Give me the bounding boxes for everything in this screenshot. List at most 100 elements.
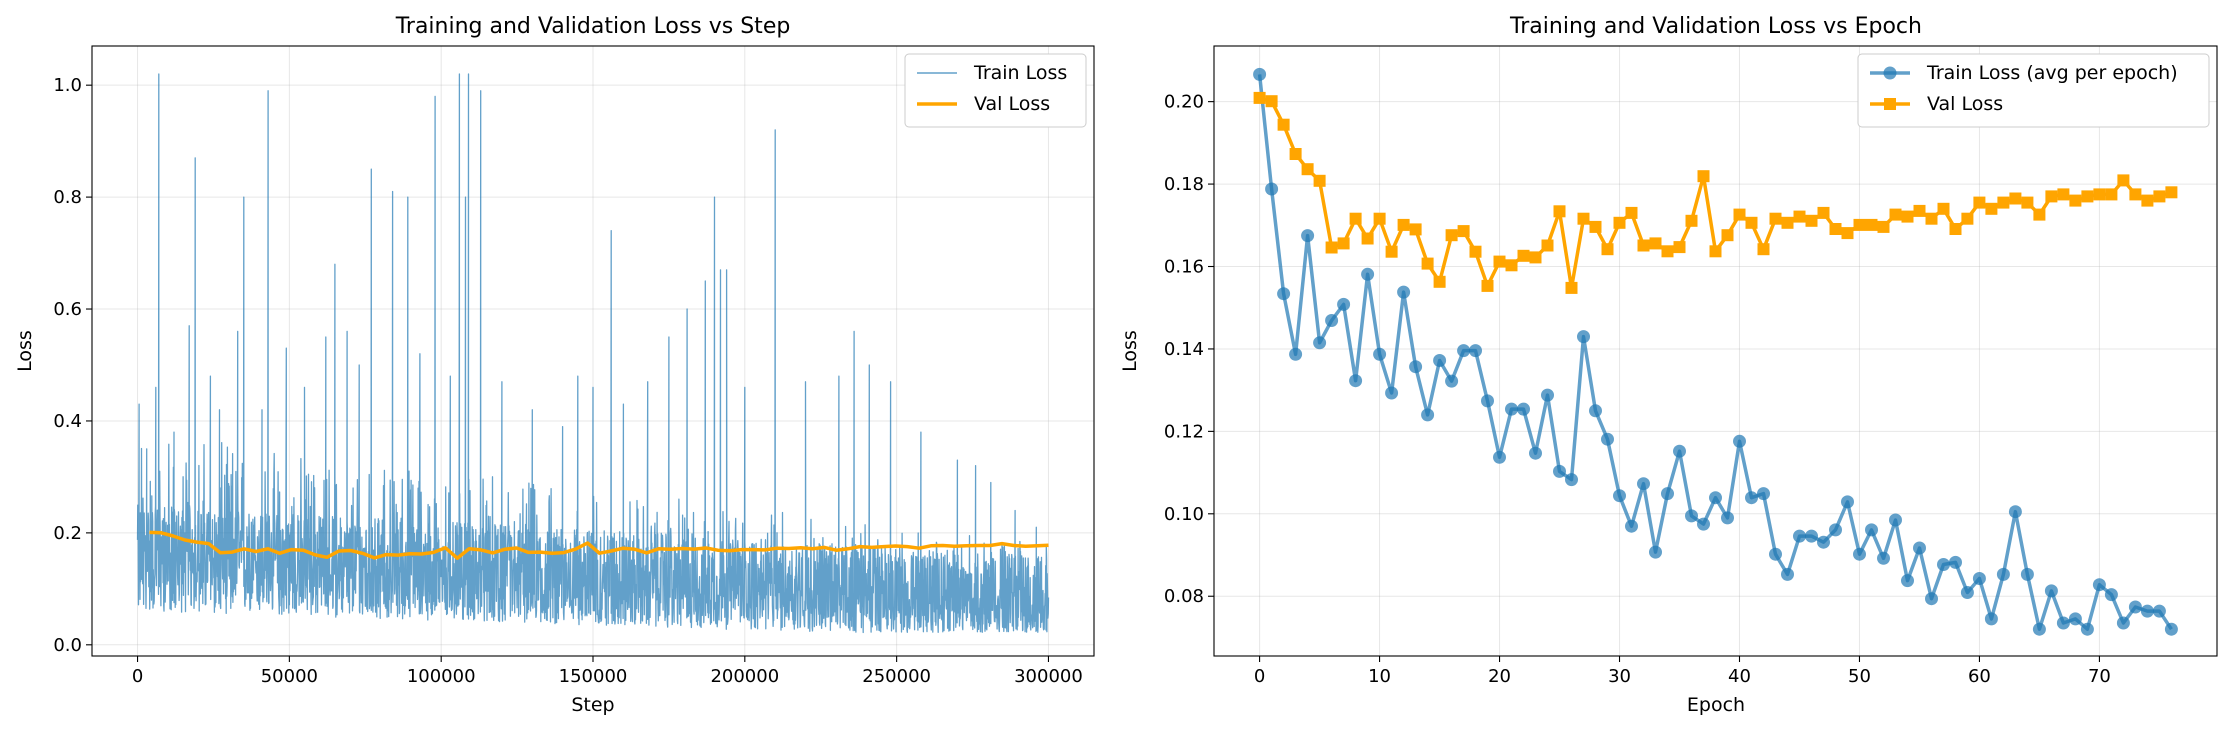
step-xtick-label: 300000 (1014, 666, 1083, 687)
epoch-chart-ylabel: Loss (1119, 330, 1141, 372)
epoch-val-loss-point (1541, 239, 1554, 252)
step-chart-legend: Train Loss Val Loss (904, 53, 1087, 128)
epoch-train-loss-point (1493, 450, 1506, 464)
epoch-train-loss-point (1721, 511, 1734, 525)
epoch-val-loss-point (2069, 194, 2082, 207)
epoch-train-loss-point (1337, 297, 1351, 311)
epoch-val-loss-point (1685, 214, 1698, 227)
epoch-train-loss-point (1829, 523, 1842, 537)
epoch-train-loss-point (1277, 287, 1291, 301)
step-chart-grid (92, 46, 1094, 656)
epoch-train-loss-point (1289, 347, 1303, 361)
epoch-train-loss-point (1409, 360, 1423, 374)
epoch-train-loss-point (1649, 545, 1662, 559)
epoch-train-loss-point (1541, 388, 1554, 402)
epoch-train-loss-point (1637, 477, 1650, 491)
epoch-train-loss-point (1361, 267, 1375, 281)
epoch-train-loss-point (1697, 517, 1710, 531)
epoch-ytick-label: 0.08 (1164, 586, 1204, 607)
epoch-train-loss-point (1457, 344, 1471, 358)
epoch-val-loss-point (1841, 227, 1854, 240)
step-xtick-label: 100000 (407, 666, 476, 687)
epoch-val-loss-point (1373, 212, 1386, 225)
epoch-train-loss-point (2008, 505, 2022, 519)
epoch-val-loss-point (1721, 229, 1734, 242)
epoch-train-loss-point (1685, 509, 1698, 523)
epoch-chart-frame (1213, 45, 2218, 657)
step-val-loss-line (149, 530, 1049, 560)
epoch-train-loss-point (1613, 489, 1626, 503)
epoch-val-loss-point (1913, 204, 1926, 217)
epoch-val-loss-point (2081, 190, 2094, 203)
step-legend-val-label: Val Loss (974, 93, 1050, 115)
epoch-legend-train-marker (1883, 66, 1897, 80)
epoch-train-loss-point (1313, 336, 1327, 350)
epoch-val-loss-point (1325, 241, 1338, 254)
epoch-val-loss-point (1865, 218, 1878, 231)
epoch-legend-train-label: Train Loss (avg per epoch) (1926, 62, 2178, 84)
epoch-train-loss-point (1601, 432, 1614, 446)
step-ytick-label: 0.8 (53, 187, 82, 208)
epoch-train-loss-point (1325, 314, 1339, 327)
epoch-val-loss-point (1469, 245, 1482, 258)
epoch-train-loss-point (1733, 434, 1746, 448)
step-chart-ylabel: Loss (14, 330, 36, 372)
epoch-val-loss-point (1481, 279, 1494, 292)
epoch-train-loss-point (2140, 604, 2154, 618)
epoch-val-loss-point (1361, 232, 1374, 245)
epoch-val-loss-point (1805, 214, 1818, 227)
epoch-val-loss-point (1937, 202, 1950, 215)
epoch-val-loss-point (1445, 229, 1458, 242)
epoch-xtick-label: 50 (1848, 666, 1871, 687)
epoch-legend-box (1857, 53, 2210, 128)
epoch-val-loss-point (1601, 243, 1614, 256)
epoch-val-loss-point (2129, 188, 2142, 201)
epoch-val-loss-point (1589, 220, 1602, 233)
step-xtick-label: 250000 (862, 666, 931, 687)
epoch-train-loss-point (1877, 551, 1890, 565)
epoch-val-loss-point (1397, 218, 1410, 231)
step-legend-train-label: Train Loss (973, 62, 1067, 84)
epoch-val-loss-point (1661, 245, 1674, 258)
epoch-chart-ticks: 0 10 20 30 40 50 60 70 0.08 0.10 0.12 0.14 0.16 0.18 0… (1164, 92, 2111, 687)
epoch-val-loss-point (1817, 206, 1830, 219)
epoch-train-loss-point (1937, 558, 1950, 571)
epoch-train-loss-point (1349, 374, 1363, 388)
epoch-val-loss-point (1829, 223, 1842, 235)
step-train-loss-line (136, 73, 1050, 634)
epoch-val-loss-point (2153, 190, 2166, 203)
epoch-val-loss-point (1949, 223, 1962, 235)
epoch-train-loss-point (1757, 487, 1770, 501)
step-chart-title: Training and Validation Loss vs Step (395, 14, 791, 39)
epoch-train-loss-point (1397, 285, 1411, 299)
epoch-legend-val-marker (1884, 98, 1896, 110)
epoch-val-loss-point (1973, 196, 1986, 209)
epoch-val-loss-point (1313, 174, 1326, 187)
epoch-val-loss-point (1925, 212, 1938, 225)
step-ytick-label: 1.0 (53, 75, 82, 96)
epoch-train-loss-point (1889, 513, 1902, 527)
epoch-val-loss-point (1253, 91, 1266, 104)
epoch-train-loss-point (2056, 616, 2070, 630)
epoch-train-loss-point (1517, 402, 1530, 416)
epoch-val-loss-point (1421, 257, 1434, 270)
epoch-train-loss-point (1853, 547, 1866, 561)
epoch-train-loss-point (1469, 344, 1482, 358)
epoch-val-loss-point (1553, 205, 1566, 218)
epoch-train-loss-point (1769, 547, 1782, 561)
epoch-val-loss-point (1409, 223, 1422, 236)
epoch-train-loss-point (1817, 535, 1830, 549)
epoch-train-loss-point (1301, 229, 1315, 243)
epoch-chart-series (1253, 67, 2178, 636)
epoch-val-loss-point (1697, 170, 1710, 183)
epoch-val-loss-point (1529, 251, 1542, 264)
epoch-train-loss-point (1265, 182, 1279, 196)
epoch-val-loss-point (2033, 208, 2046, 221)
epoch-train-loss-point (1553, 464, 1566, 478)
step-chart-series (136, 73, 1050, 634)
epoch-train-loss-point (1793, 529, 1806, 543)
epoch-val-loss-point (1457, 225, 1470, 238)
epoch-train-loss-point (1673, 444, 1686, 458)
step-xtick-label: 150000 (559, 666, 628, 687)
epoch-train-loss-point (1841, 495, 1854, 509)
